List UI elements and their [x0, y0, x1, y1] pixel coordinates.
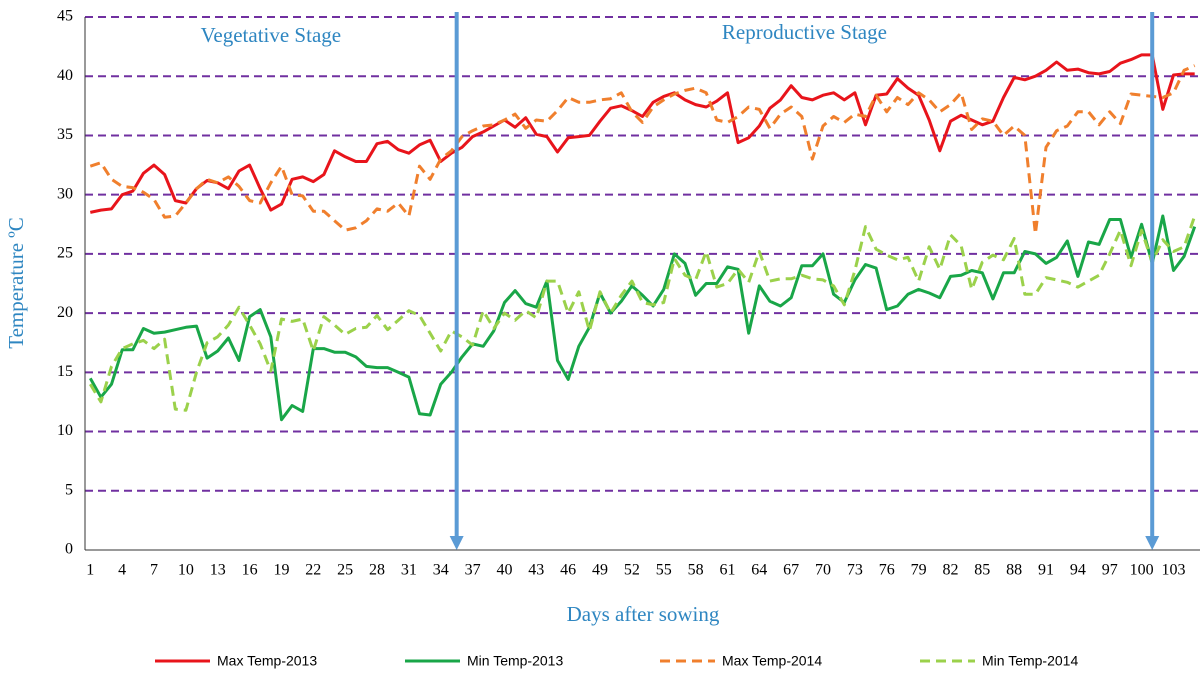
legend-label: Max Temp-2013 — [217, 653, 317, 669]
y-tick-label: 30 — [57, 185, 73, 202]
y-tick-label: 35 — [57, 126, 73, 143]
x-tick-label: 19 — [273, 562, 289, 579]
y-tick-label: 5 — [65, 481, 73, 498]
x-tick-label: 31 — [401, 562, 417, 579]
x-tick-label: 76 — [879, 562, 895, 579]
legend-label: Min Temp-2014 — [982, 653, 1078, 669]
x-tick-label: 1 — [86, 562, 94, 579]
x-tick-label: 94 — [1070, 562, 1086, 579]
x-tick-label: 13 — [210, 562, 226, 579]
x-tick-label: 88 — [1006, 562, 1022, 579]
x-tick-label: 25 — [337, 562, 353, 579]
y-tick-label: 25 — [57, 245, 73, 262]
x-tick-label: 16 — [242, 562, 258, 579]
x-tick-label: 103 — [1161, 562, 1185, 579]
series-line — [89, 64, 1196, 236]
x-tick-label: 7 — [150, 562, 158, 579]
x-tick-label: 52 — [624, 562, 640, 579]
arrow-head — [449, 536, 464, 550]
x-tick-label: 100 — [1130, 562, 1154, 579]
legend-label: Max Temp-2014 — [722, 653, 822, 669]
x-tick-label: 46 — [560, 562, 576, 579]
x-tick-label: 40 — [496, 562, 512, 579]
x-tick-label: 55 — [656, 562, 672, 579]
x-tick-label: 49 — [592, 562, 608, 579]
x-tick-label: 70 — [815, 562, 831, 579]
x-tick-label: 97 — [1102, 562, 1118, 579]
y-tick-label: 45 — [57, 8, 73, 25]
series-line — [88, 214, 1197, 422]
x-tick-label: 28 — [369, 562, 385, 579]
y-tick-label: 0 — [65, 541, 73, 558]
x-tick-label: 91 — [1038, 562, 1054, 579]
series-line — [89, 215, 1197, 412]
y-tick-label: 20 — [57, 304, 73, 321]
x-tick-label: 79 — [911, 562, 927, 579]
x-tick-label: 10 — [178, 562, 194, 579]
x-tick-label: 4 — [118, 562, 126, 579]
legend-label: Min Temp-2013 — [467, 653, 563, 669]
x-tick-label: 34 — [433, 562, 449, 579]
x-tick-label: 82 — [942, 562, 958, 579]
x-tick-label: 22 — [305, 562, 321, 579]
x-tick-label: 85 — [974, 562, 990, 579]
arrow-head — [1145, 536, 1160, 550]
x-axis-title: Days after sowing — [567, 602, 720, 626]
y-tick-label: 10 — [57, 422, 73, 439]
x-tick-label: 43 — [528, 562, 544, 579]
stage-label: Reproductive Stage — [722, 20, 887, 44]
y-tick-label: 40 — [57, 67, 73, 84]
x-tick-label: 37 — [465, 562, 481, 579]
x-tick-label: 58 — [688, 562, 704, 579]
x-tick-label: 73 — [847, 562, 863, 579]
y-axis-title: Temperature ºC — [4, 217, 28, 349]
stage-label: Vegetative Stage — [201, 23, 342, 47]
y-tick-label: 15 — [57, 363, 73, 380]
x-tick-label: 64 — [751, 562, 767, 579]
x-tick-label: 61 — [719, 562, 735, 579]
x-tick-label: 67 — [783, 562, 799, 579]
series-line — [89, 53, 1195, 214]
